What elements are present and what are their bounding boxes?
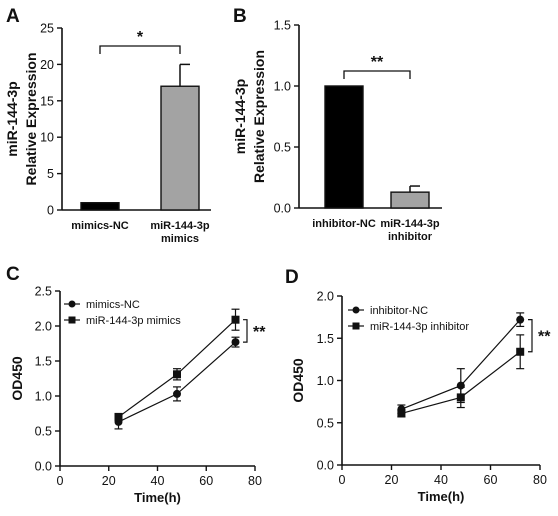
y-tick-label: 2.5 [35, 285, 52, 299]
x-category-label-line2: inhibitor [388, 231, 433, 243]
y-tick-label: 1.0 [317, 374, 334, 388]
y-tick-label: 1.0 [35, 390, 52, 404]
x-tick-label: 0 [339, 473, 346, 487]
y-tick-label: 0.5 [317, 416, 334, 430]
y-tick-label: 10 [40, 131, 54, 145]
legend-marker-circle [352, 306, 360, 314]
panel-letter-c: C [6, 264, 20, 285]
y-axis-label-line2: Relative Expression [251, 50, 267, 183]
y-axis-label-line1: miR-144-3p [232, 79, 248, 154]
legend-marker-square [352, 322, 360, 330]
significance-marker: ** [253, 324, 266, 341]
y-axis-label-line2: Relative Expression [23, 52, 39, 185]
bar [324, 85, 364, 209]
significance-marker: ** [371, 54, 384, 71]
panel-c-line-chart: 0.0 0.5 1.0 1.5 2.0 2.5 0 20 40 60 80 Time(h) OD450 m… [9, 285, 266, 506]
series-line-0 [118, 341, 236, 423]
x-axis-label: Time(h) [134, 490, 181, 505]
legend-label: miR-144-3p inhibitor [370, 321, 469, 333]
bar [160, 85, 200, 211]
y-tick-label: 25 [40, 22, 54, 36]
x-category-label: miR-144-3p [150, 220, 210, 232]
y-axis-label: OD450 [290, 358, 306, 403]
x-tick-label: 0 [57, 474, 64, 488]
x-category-label-line2: mimics [161, 233, 199, 245]
x-tick-label: 60 [199, 474, 213, 488]
y-tick-label: 0.0 [274, 202, 291, 216]
panel-letter-b: B [233, 6, 247, 27]
significance-bracket [243, 319, 248, 343]
y-tick-label: 1.0 [274, 80, 291, 94]
significance-bracket [99, 45, 181, 54]
y-tick-label: 2.0 [35, 320, 52, 334]
data-point-circle [516, 315, 525, 324]
y-axis-label-line1: miR-144-3p [4, 81, 20, 156]
data-point-circle [231, 338, 240, 347]
x-category-label: mimics-NC [71, 220, 129, 232]
legend-marker-circle [68, 300, 76, 308]
x-tick-label: 20 [102, 474, 116, 488]
x-tick-label: 80 [533, 473, 547, 487]
y-tick-label: 0.0 [317, 459, 334, 473]
x-tick-label: 60 [484, 473, 498, 487]
y-tick-label: 15 [40, 94, 54, 108]
y-tick-label: 2.0 [317, 290, 334, 304]
legend-label: miR-144-3p mimics [86, 315, 181, 327]
y-axis-label: OD450 [9, 356, 25, 401]
significance-bracket [343, 70, 411, 79]
panel-letter-a: A [6, 6, 20, 27]
legend-marker-square [68, 316, 76, 324]
data-point-square [173, 370, 181, 379]
data-point-square [516, 347, 525, 356]
significance-bracket [528, 319, 533, 353]
x-category-label: inhibitor-NC [312, 218, 376, 230]
bar [390, 191, 430, 209]
x-tick-label: 20 [385, 473, 399, 487]
data-point-square [397, 409, 406, 418]
data-point-circle [173, 389, 181, 398]
x-tick-label: 40 [151, 474, 165, 488]
y-tick-label: 1.5 [274, 19, 291, 33]
significance-marker: * [137, 29, 144, 46]
y-tick-label: 0.5 [274, 141, 291, 155]
legend-label: mimics-NC [86, 299, 140, 311]
bar [80, 202, 120, 211]
legend-label: inhibitor-NC [370, 305, 428, 317]
data-point-square [114, 413, 123, 421]
significance-marker: ** [538, 329, 551, 346]
x-category-label: miR-144-3p [380, 218, 440, 230]
data-point-square [456, 393, 465, 402]
x-tick-label: 40 [434, 473, 448, 487]
panel-letter-d: D [285, 267, 299, 288]
y-tick-label: 1.5 [35, 355, 52, 369]
panel-d-line-chart: 0.0 0.5 1.0 1.5 2.0 0 20 40 60 80 Time(h) OD450 inhi… [290, 290, 551, 505]
y-tick-label: 0.5 [35, 425, 52, 439]
data-point-square [231, 315, 240, 324]
y-tick-label: 0 [47, 204, 54, 218]
x-axis-label: Time(h) [418, 489, 465, 504]
x-tick-label: 80 [248, 474, 262, 488]
y-tick-label: 0.0 [35, 460, 52, 474]
y-tick-label: 1.5 [317, 332, 334, 346]
y-tick-label: 5 [47, 167, 54, 181]
y-tick-label: 20 [40, 58, 54, 72]
